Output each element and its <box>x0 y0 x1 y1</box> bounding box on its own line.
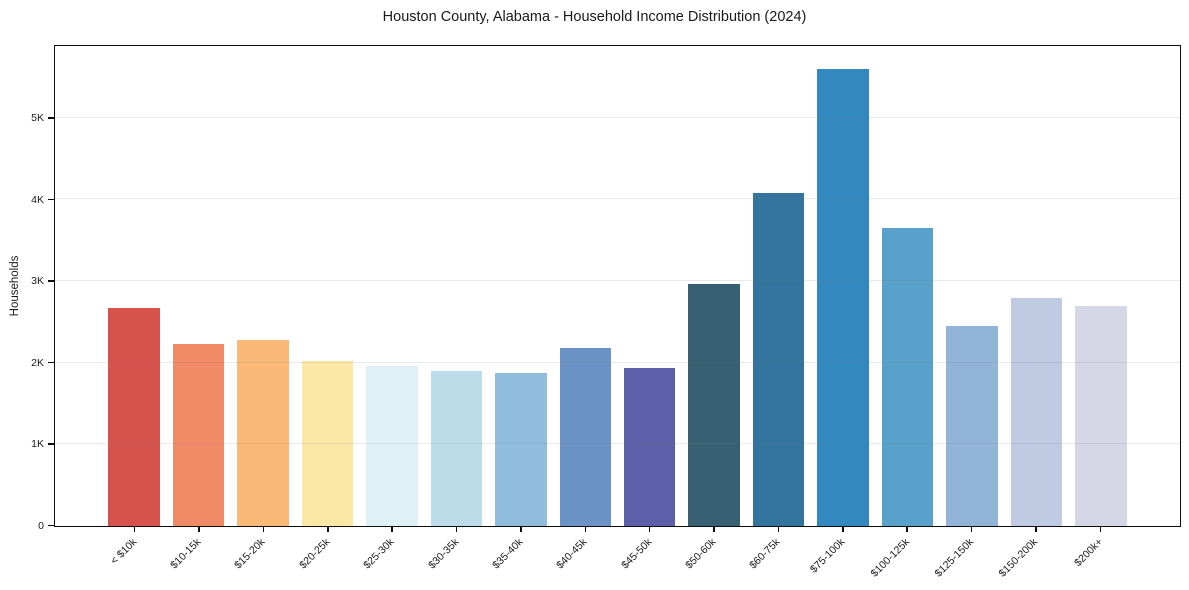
x-tick-mark <box>584 525 587 532</box>
bar-slot <box>940 46 1004 526</box>
x-tick-label: $25-30k <box>361 536 397 572</box>
x-tick-mark <box>520 525 522 532</box>
y-tick-label: 4K <box>31 193 44 206</box>
x-tick-mark <box>970 525 973 532</box>
y-tick-mark <box>48 117 54 119</box>
y-tick-label: 0 <box>38 519 44 532</box>
bar-20-25k <box>301 361 354 526</box>
bar-45-50k <box>623 368 676 526</box>
x-tick-label: < $10k <box>108 536 140 567</box>
x-tick-label: $20-25k <box>296 536 333 572</box>
x-tick-label: $30-35k <box>425 536 462 572</box>
bar-slot <box>489 46 553 526</box>
bar-60-75k <box>752 192 805 526</box>
plot-area <box>54 45 1181 527</box>
x-tick-label: $10-15k <box>168 536 204 572</box>
x-tick-mark <box>777 525 780 532</box>
bar-150-200k <box>1010 297 1063 526</box>
bar-slot <box>102 46 166 526</box>
bar-slot <box>1004 46 1068 526</box>
bar-slot <box>231 46 295 526</box>
x-tick-mark <box>648 525 651 532</box>
bar-slot <box>166 46 230 526</box>
bar-25-30k <box>366 365 418 526</box>
x-tick-label: $75-100k <box>807 536 848 576</box>
bar-slot <box>360 46 424 526</box>
bar-slot <box>1069 46 1133 526</box>
bar-slot <box>618 46 682 526</box>
x-tick-mark <box>198 525 200 532</box>
x-tick-label: $200k+ <box>1071 536 1105 570</box>
bar-15-20k <box>237 339 289 526</box>
x-tick-mark <box>455 525 458 532</box>
x-tick-label: $40-45k <box>554 536 590 572</box>
bar-slot <box>746 46 810 526</box>
x-tick-mark <box>262 525 265 532</box>
bar-slot <box>424 46 488 526</box>
x-tick-label: $50-60k <box>683 536 719 572</box>
y-tick-mark <box>48 443 54 445</box>
x-tick-mark <box>133 525 136 532</box>
bar-35-40k <box>495 372 547 526</box>
bar-slot <box>553 46 617 526</box>
x-tick-mark <box>713 525 715 532</box>
y-tick-mark <box>48 280 54 282</box>
x-tick-label: $150-200k <box>996 536 1041 580</box>
y-tick-mark <box>48 361 54 364</box>
y-tick-label: 3K <box>31 275 44 288</box>
bar-125-150k <box>946 325 998 526</box>
y-tick-label: 1K <box>31 438 44 451</box>
x-tick-label: $100-125k <box>868 536 912 580</box>
x-tick-label: $60-75k <box>747 536 783 572</box>
bar-200k <box>1075 305 1127 526</box>
bar-slot <box>295 46 359 526</box>
chart-title: Houston County, Alabama - Household Inco… <box>382 9 807 25</box>
x-tick-label: $15-20k <box>232 536 268 572</box>
bar-slot <box>811 46 875 526</box>
y-tick-label: 2K <box>31 356 44 369</box>
x-tick-mark <box>327 525 329 532</box>
x-tick-label: $125-150k <box>932 536 977 580</box>
y-tick-mark <box>48 198 54 201</box>
bar-slot <box>682 46 746 526</box>
bar-75-100k <box>817 68 869 526</box>
x-tick-mark <box>906 525 908 532</box>
bar-slot <box>875 46 939 526</box>
x-tick-label: $35-40k <box>490 536 526 572</box>
y-tick-mark <box>48 524 54 527</box>
y-tick-label: 5K <box>31 112 44 125</box>
x-tick-mark <box>1035 525 1037 532</box>
bar-10-15k <box>172 343 225 526</box>
bar-10k <box>108 308 160 526</box>
x-tick-mark <box>391 525 393 532</box>
x-tick-mark <box>842 525 844 532</box>
bar-30-35k <box>430 370 483 526</box>
bar-40-45k <box>559 347 612 526</box>
bars-container <box>55 46 1180 526</box>
bar-50-60k <box>688 283 740 526</box>
x-tick-mark <box>1099 525 1102 532</box>
x-tick-label: $45-50k <box>618 536 655 572</box>
bar-100-125k <box>881 228 934 526</box>
